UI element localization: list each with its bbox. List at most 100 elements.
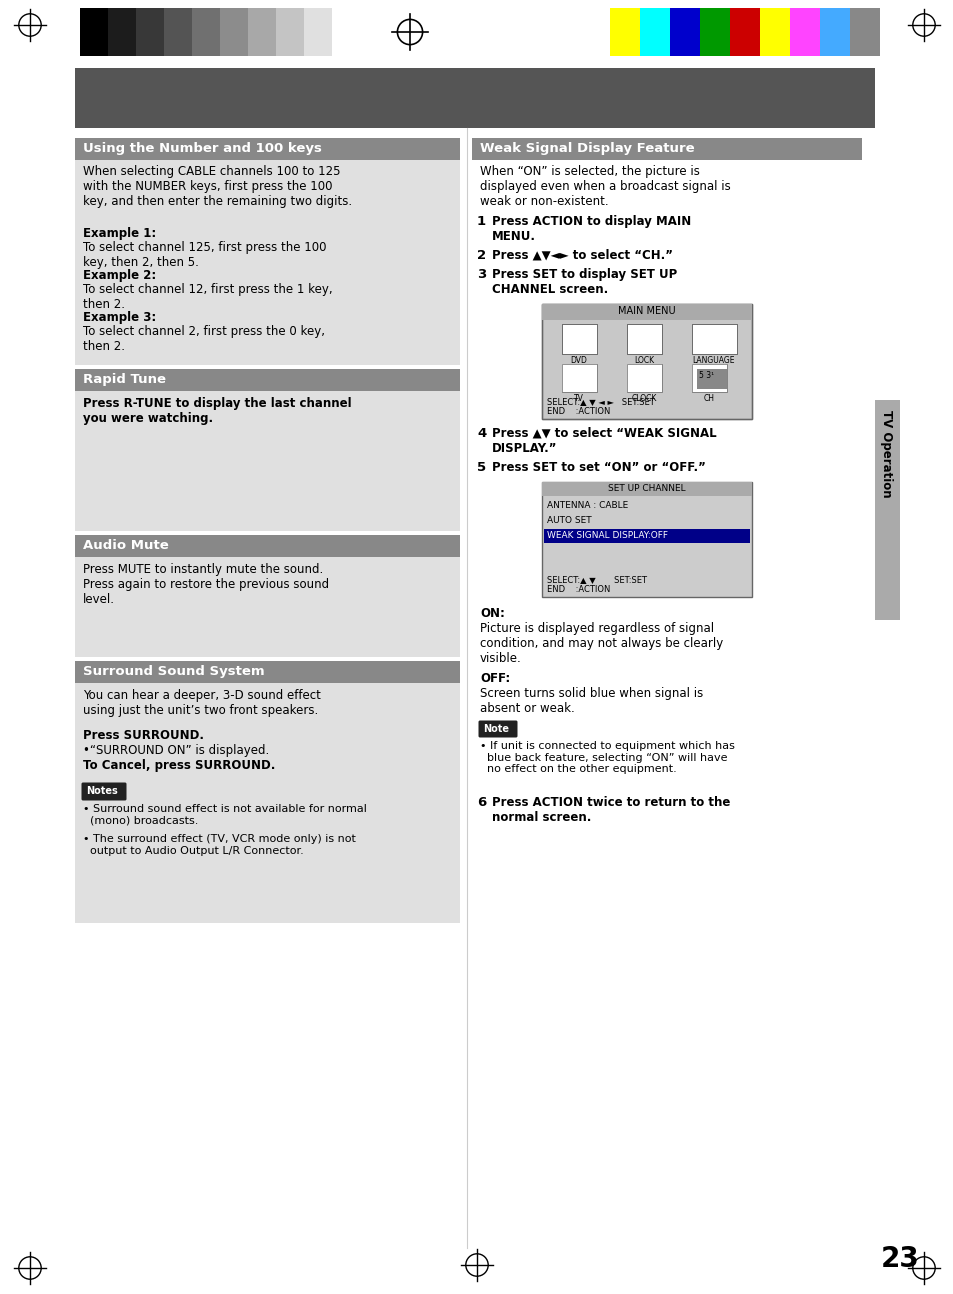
Text: Press ACTION twice to return to the
normal screen.: Press ACTION twice to return to the norm…	[492, 796, 730, 824]
Text: AUTO SET: AUTO SET	[546, 516, 591, 525]
Bar	[543, 529, 749, 543]
Text: Press ACTION to display MAIN
MENU.: Press ACTION to display MAIN MENU.	[492, 215, 691, 243]
Text: CH: CH	[702, 393, 714, 402]
Text: Press SET to set “ON” or “OFF.”: Press SET to set “ON” or “OFF.”	[492, 461, 705, 474]
Text: To Cancel, press SURROUND.: To Cancel, press SURROUND.	[83, 760, 275, 773]
Text: 4: 4	[476, 427, 486, 440]
Text: SELECT:▲ ▼ ◄ ►   SET:SET: SELECT:▲ ▼ ◄ ► SET:SET	[546, 397, 654, 406]
Text: To select channel 125, first press the 100
key, then 2, then 5.: To select channel 125, first press the 1…	[83, 241, 326, 269]
Bar	[304, 8, 332, 56]
Bar	[697, 369, 726, 389]
Text: TV Operation: TV Operation	[880, 410, 893, 498]
Text: 3: 3	[476, 268, 486, 281]
Text: TV: TV	[574, 393, 583, 402]
Text: Weak Signal Display Feature: Weak Signal Display Feature	[479, 142, 694, 155]
Text: Surround Sound System: Surround Sound System	[83, 665, 264, 678]
Text: SET UP CHANNEL: SET UP CHANNEL	[608, 484, 685, 493]
Text: To select channel 12, first press the 1 key,
then 2.: To select channel 12, first press the 1 …	[83, 283, 333, 311]
Bar	[541, 481, 751, 496]
Text: • The surround effect (TV, VCR mode only) is not
  output to Audio Output L/R Co: • The surround effect (TV, VCR mode only…	[83, 835, 355, 855]
Text: LOCK: LOCK	[634, 356, 654, 365]
Bar	[75, 661, 459, 683]
Text: Press ▲▼ to select “WEAK SIGNAL
DISPLAY.”: Press ▲▼ to select “WEAK SIGNAL DISPLAY.…	[492, 427, 716, 455]
Text: END    :ACTION: END :ACTION	[546, 408, 610, 415]
Text: Rapid Tune: Rapid Tune	[83, 373, 166, 386]
Bar	[626, 364, 661, 392]
Bar	[626, 324, 661, 355]
Bar	[874, 400, 899, 620]
FancyBboxPatch shape	[81, 783, 127, 801]
Bar	[691, 364, 726, 392]
Text: 1: 1	[476, 215, 486, 228]
Text: Example 3:: Example 3:	[83, 311, 156, 324]
Bar	[609, 8, 639, 56]
Text: WEAK SIGNAL DISPLAY:OFF: WEAK SIGNAL DISPLAY:OFF	[546, 531, 667, 540]
Bar	[541, 304, 751, 419]
Bar	[75, 391, 459, 531]
Bar	[472, 138, 862, 160]
Text: ON:: ON:	[479, 607, 504, 620]
Text: Notes: Notes	[86, 785, 117, 796]
Bar	[80, 8, 108, 56]
Bar	[561, 364, 597, 392]
Bar	[248, 8, 275, 56]
Text: LANGUAGE: LANGUAGE	[692, 356, 735, 365]
Bar	[820, 8, 849, 56]
Bar	[108, 8, 136, 56]
Bar	[669, 8, 700, 56]
Text: When selecting CABLE channels 100 to 125
with the NUMBER keys, first press the 1: When selecting CABLE channels 100 to 125…	[83, 166, 352, 208]
Bar	[541, 481, 751, 597]
Text: OFF:: OFF:	[479, 672, 510, 685]
Bar	[561, 364, 597, 392]
Text: Press R-TUNE to display the last channel
you were watching.: Press R-TUNE to display the last channel…	[83, 397, 352, 424]
Bar	[541, 304, 751, 320]
Text: Picture is displayed regardless of signal
condition, and may not always be clear: Picture is displayed regardless of signa…	[479, 622, 722, 665]
Bar	[164, 8, 192, 56]
Bar	[75, 128, 874, 1247]
Text: When “ON” is selected, the picture is
displayed even when a broadcast signal is
: When “ON” is selected, the picture is di…	[479, 166, 730, 208]
Text: Press SURROUND.: Press SURROUND.	[83, 729, 204, 741]
Text: Audio Mute: Audio Mute	[83, 540, 169, 553]
Text: 23: 23	[880, 1245, 919, 1273]
Text: Press SET to display SET UP
CHANNEL screen.: Press SET to display SET UP CHANNEL scre…	[492, 268, 677, 296]
Text: Using the Number and 100 keys: Using the Number and 100 keys	[83, 142, 321, 155]
Bar	[626, 364, 661, 392]
Bar	[136, 8, 164, 56]
Bar	[700, 8, 729, 56]
Bar	[220, 8, 248, 56]
Text: Example 1:: Example 1:	[83, 226, 156, 239]
Bar	[561, 324, 597, 355]
Bar	[75, 138, 459, 160]
Bar	[275, 8, 304, 56]
Bar	[75, 369, 459, 391]
Bar	[75, 5, 370, 60]
Bar	[639, 8, 669, 56]
Bar	[691, 364, 726, 392]
Bar	[332, 8, 359, 56]
Text: Example 2:: Example 2:	[83, 269, 156, 282]
Bar	[789, 8, 820, 56]
Bar	[541, 481, 751, 597]
Text: 5 3¹: 5 3¹	[699, 371, 714, 380]
Bar	[849, 8, 879, 56]
Bar	[691, 324, 737, 355]
Text: ANTENNA : CABLE: ANTENNA : CABLE	[546, 501, 628, 510]
Text: DVD: DVD	[570, 356, 587, 365]
Text: • If unit is connected to equipment which has
  blue back feature, selecting “ON: • If unit is connected to equipment whic…	[479, 741, 734, 774]
Bar	[192, 8, 220, 56]
Bar	[75, 534, 459, 556]
Text: Press MUTE to instantly mute the sound.
Press again to restore the previous soun: Press MUTE to instantly mute the sound. …	[83, 563, 329, 606]
Bar	[75, 69, 874, 128]
Text: Note: Note	[482, 725, 509, 734]
Text: •“SURROUND ON” is displayed.: •“SURROUND ON” is displayed.	[83, 744, 269, 757]
Bar	[691, 324, 737, 355]
Bar	[75, 160, 459, 365]
Bar	[75, 683, 459, 923]
Bar	[561, 324, 597, 355]
Text: 2: 2	[476, 248, 486, 261]
Text: MAIN MENU: MAIN MENU	[618, 305, 675, 316]
Text: SELECT:▲ ▼       SET:SET: SELECT:▲ ▼ SET:SET	[546, 575, 646, 584]
Text: END    :ACTION: END :ACTION	[546, 585, 610, 594]
Bar	[729, 8, 760, 56]
Text: 5: 5	[476, 461, 486, 474]
